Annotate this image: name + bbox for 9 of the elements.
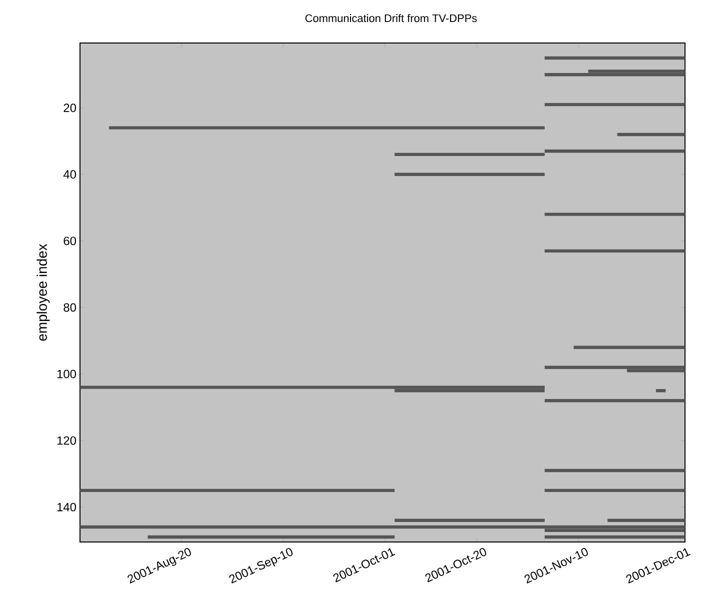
y-tick-label: 40: [63, 170, 76, 179]
y-tick-label: 20: [64, 104, 76, 112]
y-axis-title: employee index: [36, 244, 50, 341]
y-tick-label: 60: [64, 236, 76, 246]
y-tick-label: 80: [64, 303, 76, 312]
chart-title: Communication Drift from TV-DPPs: [305, 14, 477, 22]
y-tick-label: 120: [57, 436, 76, 445]
y-tick-label: 100: [57, 370, 76, 378]
y-tick-label: 140: [57, 502, 76, 512]
